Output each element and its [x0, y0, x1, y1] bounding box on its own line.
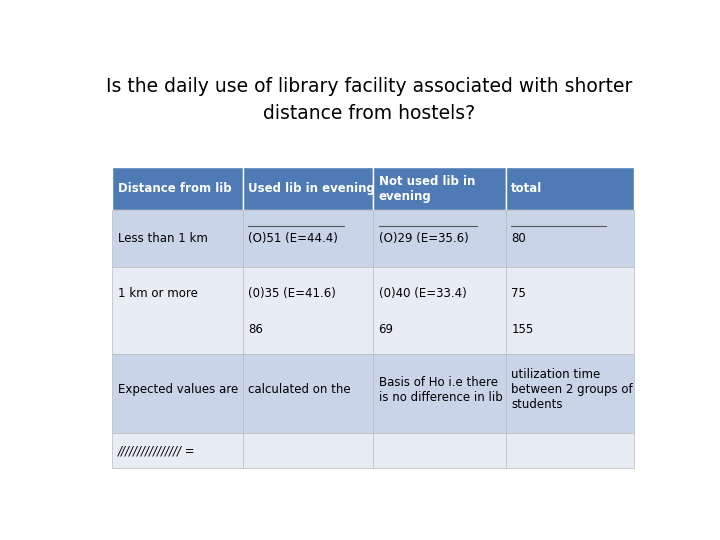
Text: (0)35 (E=41.6): (0)35 (E=41.6) — [248, 287, 336, 300]
Bar — [243, 167, 373, 211]
Bar — [243, 267, 373, 354]
Bar — [112, 433, 243, 468]
Bar — [243, 433, 373, 468]
Text: 1 km or more: 1 km or more — [117, 287, 197, 300]
Bar — [506, 267, 634, 354]
Bar — [243, 211, 373, 267]
Bar — [243, 354, 373, 433]
Text: (O)51 (E=44.4): (O)51 (E=44.4) — [248, 232, 338, 245]
Text: Not used lib in
evening: Not used lib in evening — [379, 174, 475, 202]
Text: (O)29 (E=35.6): (O)29 (E=35.6) — [379, 232, 468, 245]
Text: Used lib in evening: Used lib in evening — [248, 182, 375, 195]
Bar — [506, 433, 634, 468]
Text: total: total — [511, 182, 543, 195]
Text: Expected values are: Expected values are — [117, 383, 238, 396]
Text: 69: 69 — [379, 323, 394, 336]
Bar — [373, 267, 506, 354]
Text: Less than 1 km: Less than 1 km — [117, 232, 207, 245]
Text: utilization time
between 2 groups of
students: utilization time between 2 groups of stu… — [511, 368, 633, 411]
Text: 80: 80 — [511, 232, 526, 245]
Bar — [506, 354, 634, 433]
Text: Is the daily use of library facility associated with shorter
distance from hoste: Is the daily use of library facility ass… — [106, 77, 632, 123]
Bar — [373, 354, 506, 433]
Text: Distance from lib: Distance from lib — [117, 182, 231, 195]
Bar — [112, 354, 243, 433]
Text: 155: 155 — [511, 323, 534, 336]
Text: //////////////// =: //////////////// = — [117, 444, 195, 457]
Bar — [506, 167, 634, 211]
Text: Basis of Ho i.e there
is no difference in lib: Basis of Ho i.e there is no difference i… — [379, 376, 503, 403]
Bar — [373, 167, 506, 211]
Text: calculated on the: calculated on the — [248, 383, 351, 396]
Bar — [373, 211, 506, 267]
Bar — [112, 267, 243, 354]
Bar — [112, 211, 243, 267]
Text: 75: 75 — [511, 287, 526, 300]
Text: (0)40 (E=33.4): (0)40 (E=33.4) — [379, 287, 467, 300]
Bar — [506, 211, 634, 267]
Bar — [112, 167, 243, 211]
Text: 86: 86 — [248, 323, 263, 336]
Bar — [373, 433, 506, 468]
